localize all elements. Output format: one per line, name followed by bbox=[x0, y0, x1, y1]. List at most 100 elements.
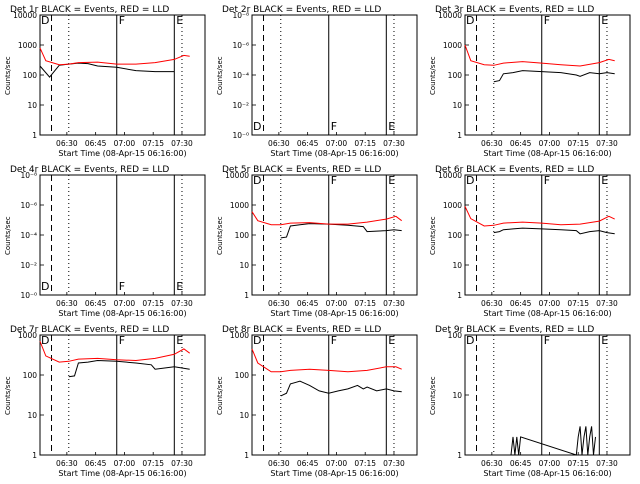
x-tick-label: 07:00 bbox=[326, 459, 348, 468]
x-tick-label: 07:00 bbox=[326, 299, 348, 308]
marker-label: F bbox=[544, 174, 550, 187]
x-tick-label: 07:15 bbox=[142, 139, 164, 148]
marker-label: D bbox=[41, 280, 49, 293]
series-line-1 bbox=[251, 348, 402, 373]
series-line-1 bbox=[464, 44, 615, 67]
x-tick-label: 07:30 bbox=[383, 459, 405, 468]
panel-title: Det 2r BLACK = Events, RED = LLD bbox=[222, 5, 381, 15]
panel-2: Det 2r BLACK = Events, RED = LLD Counts/s… bbox=[216, 5, 418, 158]
panel-6: Det 6r BLACK = Events, RED = LLD Counts/s… bbox=[429, 165, 631, 318]
x-axis-label: Start Time (08-Apr-15 06:16:00) bbox=[483, 469, 611, 478]
panel-4: Det 4r BLACK = Events, RED = LLD Counts/s… bbox=[4, 165, 206, 318]
x-tick-label: 07:15 bbox=[354, 459, 376, 468]
y-tick-label: 1000 bbox=[18, 41, 37, 50]
y-tick-label: 1 bbox=[244, 451, 249, 460]
y-tick-label: 10 bbox=[239, 261, 249, 270]
marker-label: E bbox=[601, 334, 608, 347]
y-tick-label: 10 bbox=[452, 261, 462, 270]
plot-frame bbox=[251, 14, 418, 136]
x-tick-label: 07:30 bbox=[596, 299, 618, 308]
x-axis-label: Start Time (08-Apr-15 06:16:00) bbox=[483, 309, 611, 318]
x-axis-label: Start Time (08-Apr-15 06:16:00) bbox=[58, 469, 186, 478]
panel-title: Det 3r BLACK = Events, RED = LLD bbox=[435, 5, 594, 15]
marker-label: E bbox=[176, 14, 183, 27]
x-tick-label: 07:30 bbox=[383, 139, 405, 148]
marker-label: D bbox=[466, 174, 474, 187]
y-tick-label: 10⁻⁴ bbox=[20, 231, 37, 240]
x-tick-label: 06:45 bbox=[510, 459, 532, 468]
y-tick-label: 10 bbox=[452, 391, 462, 400]
x-tick-label: 06:45 bbox=[510, 299, 532, 308]
series-line-0 bbox=[280, 380, 402, 397]
y-tick-label: 10000 bbox=[438, 11, 462, 20]
y-tick-label: 10 bbox=[452, 101, 462, 110]
marker-label: F bbox=[119, 334, 125, 347]
series-line-0 bbox=[280, 223, 402, 239]
marker-label: F bbox=[331, 174, 337, 187]
x-tick-label: 06:45 bbox=[85, 459, 107, 468]
x-axis-label: Start Time (08-Apr-15 06:16:00) bbox=[58, 309, 186, 318]
y-axis-label: Counts/sec bbox=[4, 376, 12, 415]
marker-label: E bbox=[176, 280, 183, 293]
x-tick-label: 06:30 bbox=[56, 139, 78, 148]
x-axis-label: Start Time (08-Apr-15 06:16:00) bbox=[270, 469, 398, 478]
x-tick-label: 07:30 bbox=[596, 459, 618, 468]
y-axis-label: Counts/sec bbox=[429, 216, 437, 255]
y-tick-label: 10000 bbox=[13, 11, 37, 20]
y-tick-label: 1000 bbox=[230, 331, 249, 340]
x-tick-label: 06:30 bbox=[268, 459, 290, 468]
plot-frame bbox=[39, 334, 206, 456]
x-tick-label: 06:30 bbox=[268, 139, 290, 148]
marker-label: F bbox=[119, 280, 125, 293]
x-axis-label: Start Time (08-Apr-15 06:16:00) bbox=[270, 309, 398, 318]
x-tick-label: 07:30 bbox=[596, 139, 618, 148]
x-axis-label: Start Time (08-Apr-15 06:16:00) bbox=[270, 149, 398, 158]
y-tick-label: 10 bbox=[27, 411, 37, 420]
plot-frame bbox=[464, 334, 631, 456]
x-tick-label: 07:15 bbox=[567, 299, 589, 308]
y-tick-label: 10 bbox=[27, 101, 37, 110]
panel-title: Det 9r BLACK = Events, RED = LLD bbox=[435, 325, 594, 335]
marker-label: E bbox=[388, 174, 395, 187]
y-tick-label: 100 bbox=[235, 371, 250, 380]
marker-label: D bbox=[253, 334, 261, 347]
y-axis-label: Counts/sec bbox=[429, 56, 437, 95]
x-tick-label: 07:15 bbox=[354, 299, 376, 308]
x-tick-label: 07:15 bbox=[567, 139, 589, 148]
y-tick-label: 1000 bbox=[18, 331, 37, 340]
marker-label: E bbox=[601, 174, 608, 187]
y-tick-label: 1000 bbox=[230, 201, 249, 210]
marker-label: F bbox=[119, 14, 125, 27]
x-tick-label: 07:00 bbox=[114, 139, 136, 148]
y-tick-label: 100 bbox=[23, 371, 38, 380]
y-axis-label: Counts/sec bbox=[216, 216, 224, 255]
y-axis-label: Counts/sec bbox=[4, 56, 12, 95]
series-line-0 bbox=[68, 359, 190, 378]
marker-label: F bbox=[544, 334, 550, 347]
y-tick-label: 10⁻⁸ bbox=[232, 11, 249, 20]
x-tick-label: 07:30 bbox=[383, 299, 405, 308]
y-axis-label: Counts/sec bbox=[216, 56, 224, 95]
y-tick-label: 1 bbox=[32, 451, 37, 460]
y-tick-label: 1 bbox=[32, 131, 37, 140]
y-tick-label: 10⁻⁶ bbox=[232, 41, 249, 50]
x-tick-label: 06:45 bbox=[85, 139, 107, 148]
y-axis-label: Counts/sec bbox=[216, 376, 224, 415]
y-tick-label: 100 bbox=[23, 71, 38, 80]
y-axis-label: Counts/sec bbox=[4, 216, 12, 255]
y-tick-label: 1 bbox=[457, 291, 462, 300]
panel-5: Det 5r BLACK = Events, RED = LLD Counts/s… bbox=[216, 165, 418, 318]
panel-title: Det 5r BLACK = Events, RED = LLD bbox=[222, 165, 381, 175]
y-tick-label: 10⁻⁴ bbox=[232, 71, 249, 80]
plot-frame bbox=[39, 14, 206, 136]
marker-label: D bbox=[466, 14, 474, 27]
marker-label: F bbox=[544, 14, 550, 27]
x-tick-label: 07:15 bbox=[567, 459, 589, 468]
y-tick-label: 1 bbox=[457, 451, 462, 460]
series-line-0 bbox=[510, 426, 596, 456]
panel-title: Det 1r BLACK = Events, RED = LLD bbox=[10, 5, 169, 15]
x-tick-label: 07:15 bbox=[142, 299, 164, 308]
marker-label: D bbox=[41, 334, 49, 347]
x-tick-label: 07:00 bbox=[326, 139, 348, 148]
